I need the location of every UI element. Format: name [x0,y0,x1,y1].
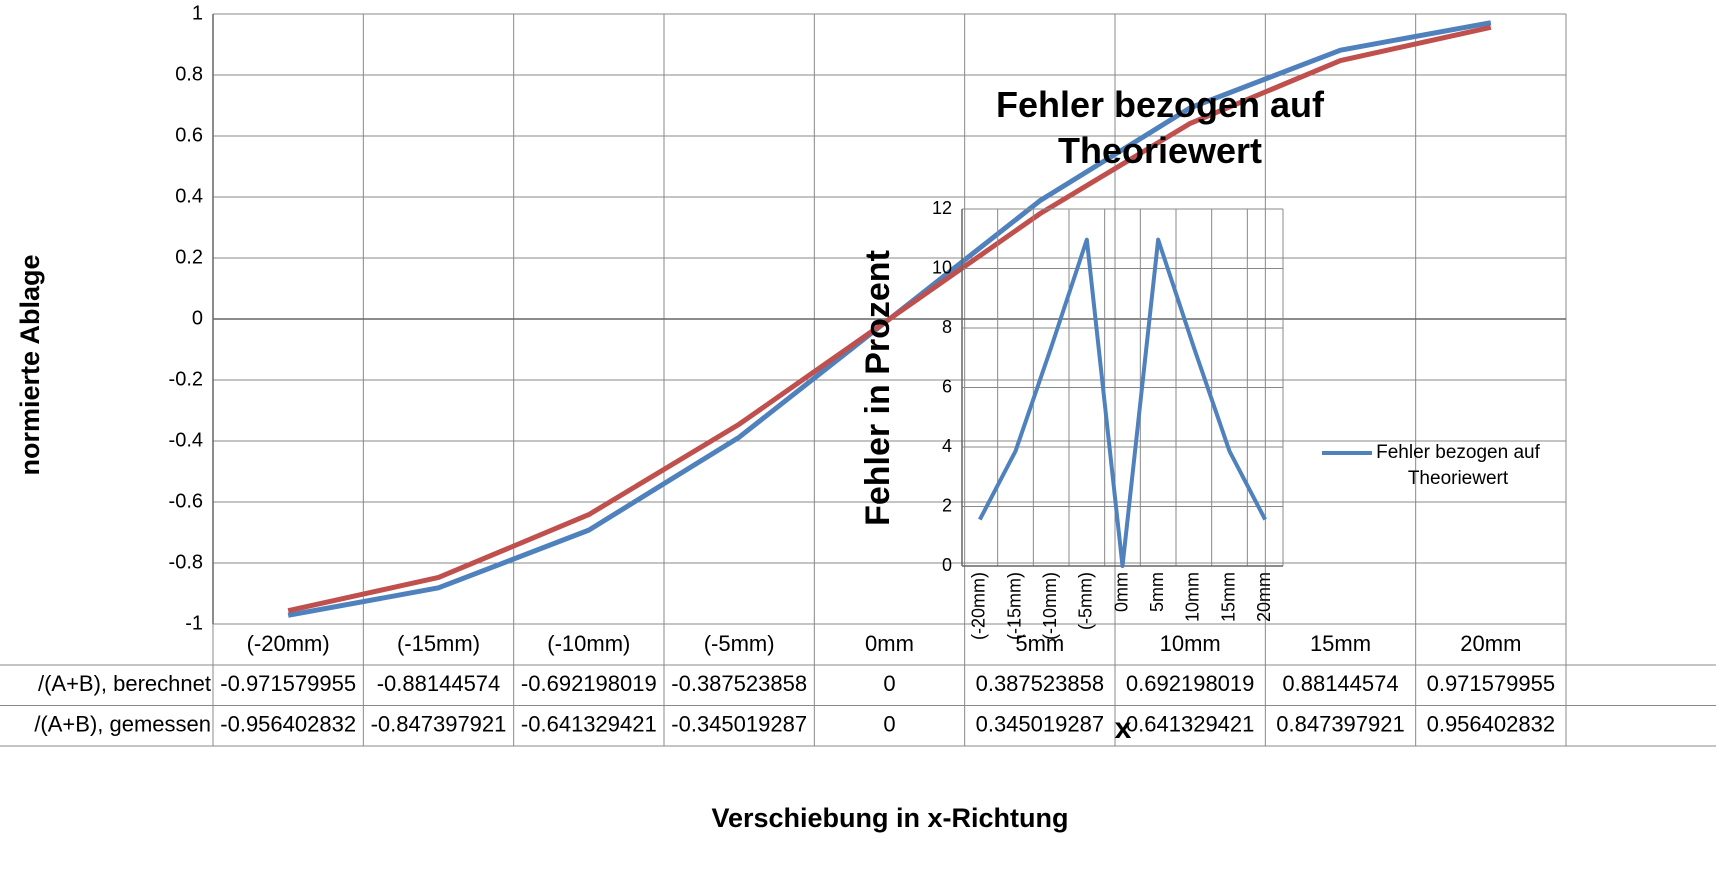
table-cell: 0.641329421 [1126,712,1254,737]
x-tick-label: (-20mm) [247,631,330,656]
table-cell: 0.88144574 [1282,671,1398,696]
y-tick-label: -1 [185,612,203,634]
y-tick-label: -0.6 [169,490,203,512]
inset-y-axis-title: Fehler in Prozent [859,250,897,526]
x-tick-label: 10mm [1183,572,1203,622]
x-tick-label: 5mm [1015,631,1064,656]
x-tick-label: 15mm [1218,572,1238,622]
table-cell: -0.88144574 [377,671,501,696]
table-cell: 0 [883,671,895,696]
x-tick-label: (-5mm) [1076,572,1096,630]
table-cell: -0.971579955 [220,671,356,696]
table-cell: 0.847397921 [1276,712,1404,737]
x-tick-label: (-15mm) [1004,572,1024,640]
y-tick-label: 0 [192,307,203,329]
x-tick-label: 20mm [1254,572,1274,622]
table-cell: 0.971579955 [1427,671,1555,696]
x-tick-label: 5mm [1147,572,1167,612]
y-tick-label: 6 [942,376,952,396]
x-axis-title: Verschiebung in x-Richtung [711,803,1068,833]
table-cell: 0.387523858 [976,671,1104,696]
series-line [978,237,1267,568]
y-tick-label: 8 [942,317,952,337]
y-tick-label: -0.8 [169,551,203,573]
x-tick-label: 0mm [1111,572,1131,612]
y-tick-label: 0.6 [175,124,203,146]
table-cell: 0.956402832 [1427,712,1555,737]
x-tick-label: (-15mm) [397,631,480,656]
inset-x-axis-title: x [1115,712,1132,745]
table-row-header: /(A+B), gemessen [34,712,211,737]
y-tick-label: 0.4 [175,185,203,207]
y-tick-label: 2 [942,495,952,515]
table-row-header: /(A+B), berechnet [38,671,211,696]
y-tick-label: 4 [942,436,952,456]
table-cell: -0.847397921 [371,712,507,737]
x-tick-label: (-10mm) [1040,572,1060,640]
table-cell: -0.641329421 [521,712,657,737]
table-cell: -0.692198019 [521,671,657,696]
x-tick-label: (-20mm) [969,572,989,640]
legend-label: Fehler bezogen auf Theoriewert [1376,442,1540,489]
table-cell: -0.345019287 [671,712,807,737]
y-tick-label: -0.4 [169,429,203,451]
x-tick-label: (-5mm) [704,631,775,656]
table-cell: 0 [883,712,895,737]
table-cell: 0.345019287 [976,712,1104,737]
y-tick-label: 12 [932,198,952,218]
table-cell: -0.956402832 [220,712,356,737]
y-tick-label: 0.2 [175,246,203,268]
inset-title: Fehler bezogen auf Theoriewert [995,84,1325,171]
y-axis-title: normierte Ablage [15,254,45,475]
x-tick-label: 20mm [1460,631,1521,656]
table-cell: -0.387523858 [671,671,807,696]
y-tick-label: 0.8 [175,63,203,85]
x-tick-label: (-10mm) [547,631,630,656]
y-tick-label: 0 [942,555,952,575]
series-line [287,24,1492,614]
x-tick-label: 10mm [1160,631,1221,656]
y-tick-label: 10 [932,257,952,277]
x-tick-label: 0mm [865,631,914,656]
table-cell: 0.692198019 [1126,671,1254,696]
x-tick-label: 15mm [1310,631,1371,656]
y-tick-label: -0.2 [169,368,203,390]
y-tick-label: 1 [192,2,203,24]
